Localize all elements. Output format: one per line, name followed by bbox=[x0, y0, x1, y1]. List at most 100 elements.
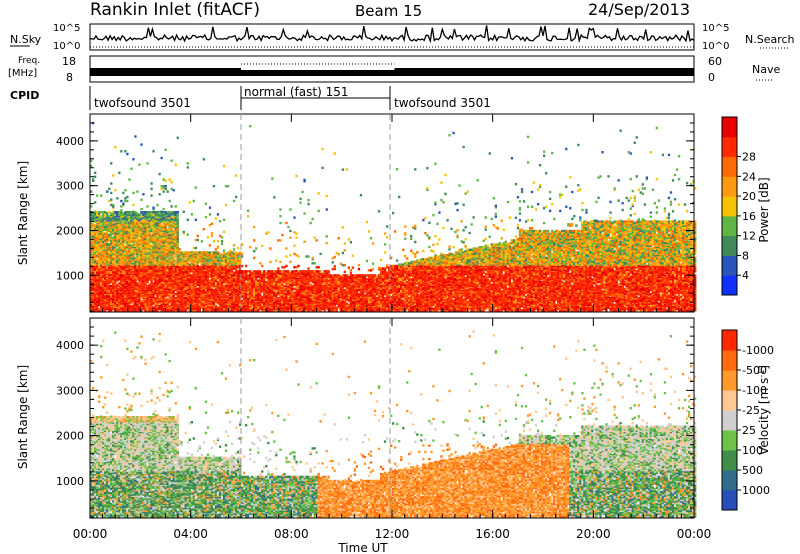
power-cell bbox=[140, 246, 142, 248]
power-cell bbox=[279, 261, 281, 263]
power-cell bbox=[120, 229, 122, 231]
power-cell bbox=[110, 204, 112, 206]
power-cell bbox=[150, 245, 152, 247]
power-cell bbox=[134, 251, 136, 253]
power-cell bbox=[156, 211, 158, 213]
power-cell bbox=[279, 215, 281, 217]
power-cell bbox=[108, 211, 110, 213]
power-cell bbox=[215, 251, 217, 253]
power-cell bbox=[134, 234, 136, 236]
power-cell bbox=[126, 153, 128, 155]
power-cell bbox=[152, 150, 154, 152]
power-cell bbox=[191, 251, 193, 253]
power-cell bbox=[146, 214, 148, 216]
power-cell bbox=[165, 185, 167, 187]
power-cell bbox=[235, 257, 237, 259]
power-cell bbox=[122, 227, 124, 229]
power-cell bbox=[175, 235, 177, 237]
power-cell bbox=[233, 261, 235, 263]
power-cell bbox=[189, 296, 191, 298]
power-cell bbox=[219, 294, 221, 296]
power-cell bbox=[100, 211, 102, 213]
power-cell bbox=[205, 216, 207, 218]
power-cell bbox=[146, 273, 148, 275]
power-cell bbox=[203, 263, 205, 265]
power-cell bbox=[130, 257, 132, 259]
power-cell bbox=[211, 265, 213, 267]
power-cell bbox=[142, 193, 144, 195]
power-cell bbox=[207, 251, 209, 253]
power-cell bbox=[140, 284, 142, 286]
power-cell bbox=[255, 270, 257, 272]
power-cell bbox=[138, 214, 140, 216]
power-cell bbox=[128, 211, 130, 213]
power-cell bbox=[167, 290, 169, 292]
power-cell bbox=[233, 297, 235, 299]
power-cell bbox=[251, 272, 253, 274]
power-cell bbox=[275, 290, 277, 292]
power-cell bbox=[245, 300, 247, 302]
power-cell bbox=[191, 289, 193, 291]
power-cell bbox=[247, 215, 249, 217]
power-cell bbox=[211, 232, 213, 234]
power-cell bbox=[191, 297, 193, 299]
power-cell bbox=[163, 308, 165, 310]
power-cell bbox=[175, 297, 177, 299]
power-cell bbox=[112, 211, 114, 213]
power-cell bbox=[106, 216, 108, 218]
power-cell bbox=[128, 305, 130, 307]
power-cell bbox=[134, 211, 136, 213]
power-cell bbox=[126, 214, 128, 216]
power-cell bbox=[217, 251, 219, 253]
power-cell bbox=[116, 233, 118, 235]
power-cell bbox=[118, 211, 120, 213]
power-cell bbox=[285, 288, 287, 290]
power-cell bbox=[195, 276, 197, 278]
power-cell bbox=[179, 290, 181, 292]
power-cell bbox=[277, 290, 279, 292]
power-cell bbox=[110, 288, 112, 290]
power-cell bbox=[283, 293, 285, 295]
power-cell bbox=[221, 243, 223, 245]
power-cell bbox=[219, 306, 221, 308]
power-cell bbox=[96, 292, 98, 294]
power-cell bbox=[128, 297, 130, 299]
power-cell bbox=[241, 270, 243, 272]
power-cell bbox=[134, 257, 136, 259]
power-cell bbox=[112, 266, 114, 268]
power-cell bbox=[104, 274, 106, 276]
power-cell bbox=[142, 267, 144, 269]
power-cell bbox=[249, 292, 251, 294]
power-cell bbox=[259, 270, 261, 272]
power-cell bbox=[265, 281, 267, 283]
power-cell bbox=[122, 223, 124, 225]
power-cell bbox=[130, 245, 132, 247]
power-cell bbox=[165, 243, 167, 245]
power-cell bbox=[237, 253, 239, 255]
power-cell bbox=[144, 308, 146, 310]
power-cell bbox=[215, 288, 217, 290]
power-cell bbox=[179, 251, 181, 253]
power-cell bbox=[203, 278, 205, 280]
power-cell bbox=[134, 286, 136, 288]
power-cell bbox=[98, 308, 100, 310]
power-cell bbox=[169, 234, 171, 236]
power-cell bbox=[134, 237, 136, 239]
power-cell bbox=[281, 270, 283, 272]
power-cell bbox=[108, 200, 110, 202]
power-cell bbox=[173, 211, 175, 213]
power-cell bbox=[114, 263, 116, 265]
power-cell bbox=[120, 293, 122, 295]
power-cell bbox=[267, 306, 269, 308]
power-cell bbox=[130, 237, 132, 239]
power-cell bbox=[92, 223, 94, 225]
power-cell bbox=[142, 250, 144, 252]
power-cell bbox=[128, 269, 130, 271]
power-cell bbox=[122, 272, 124, 274]
power-cell bbox=[152, 211, 154, 213]
freq-unit: [MHz] bbox=[8, 68, 37, 79]
power-cell bbox=[120, 209, 122, 211]
power-cell bbox=[221, 254, 223, 256]
power-cell bbox=[110, 162, 112, 164]
power-cell bbox=[183, 309, 185, 311]
